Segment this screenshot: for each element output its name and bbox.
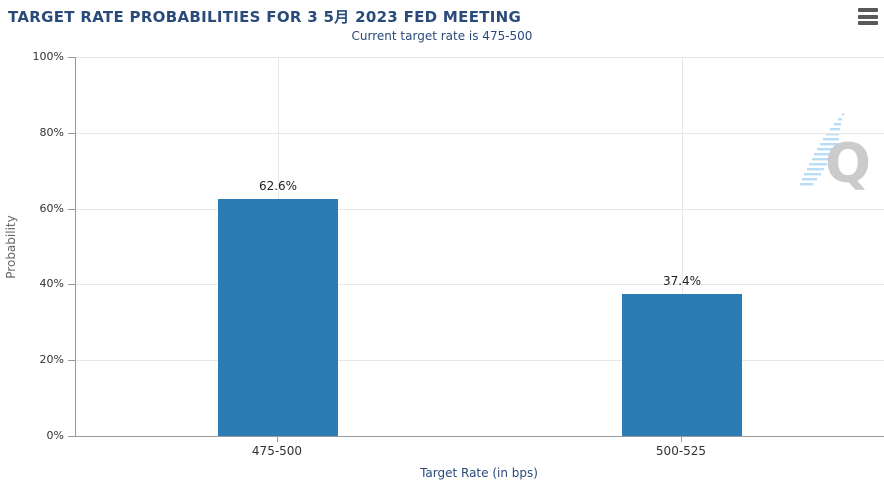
quikstrike-logo-watermark: Q — [800, 113, 871, 191]
y-tick-label: 20% — [39, 353, 64, 367]
bar[interactable] — [622, 294, 742, 436]
x-tick-mark — [681, 437, 682, 442]
gridline-horizontal — [76, 132, 884, 134]
hamburger-bar — [858, 14, 878, 19]
watermark-letter: Q — [825, 132, 871, 191]
y-tick-mark — [68, 360, 75, 362]
y-tick-label: 0% — [46, 429, 64, 442]
x-axis-title: Target Rate (in bps) — [420, 466, 538, 480]
y-tick-mark — [68, 208, 75, 210]
y-tick-mark — [68, 284, 75, 286]
hamburger-menu-icon[interactable] — [858, 8, 878, 25]
gridline-horizontal — [76, 208, 884, 210]
y-tick-mark — [68, 436, 75, 437]
x-tick-mark — [277, 437, 278, 442]
hamburger-bar — [858, 8, 878, 12]
y-axis-title: Probability — [4, 215, 18, 279]
gridline-vertical — [682, 57, 683, 436]
plot-area: Q 62.6% 37.4% — [75, 57, 884, 437]
chart-subtitle: Current target rate is 475-500 — [351, 29, 533, 43]
gridline-horizontal — [76, 284, 884, 286]
y-tick-label: 80% — [39, 125, 64, 139]
y-tick-mark — [68, 57, 75, 58]
y-tick-mark — [68, 132, 75, 134]
y-tick-label: 40% — [39, 277, 64, 291]
gridline-horizontal — [76, 360, 884, 362]
chart-title: TARGET RATE PROBABILITIES FOR 3 5月 2023 … — [8, 8, 522, 26]
x-tick-label: 475-500 — [251, 444, 303, 458]
hamburger-bar — [858, 21, 878, 25]
bar[interactable] — [218, 198, 338, 436]
gridline-horizontal — [76, 57, 884, 58]
y-tick-label: 60% — [39, 201, 64, 215]
bar-value-label: 37.4% — [662, 274, 702, 289]
x-tick-label: 500-525 — [655, 444, 707, 458]
bar-value-label: 62.6% — [258, 178, 298, 193]
y-tick-label: 100% — [32, 50, 64, 63]
